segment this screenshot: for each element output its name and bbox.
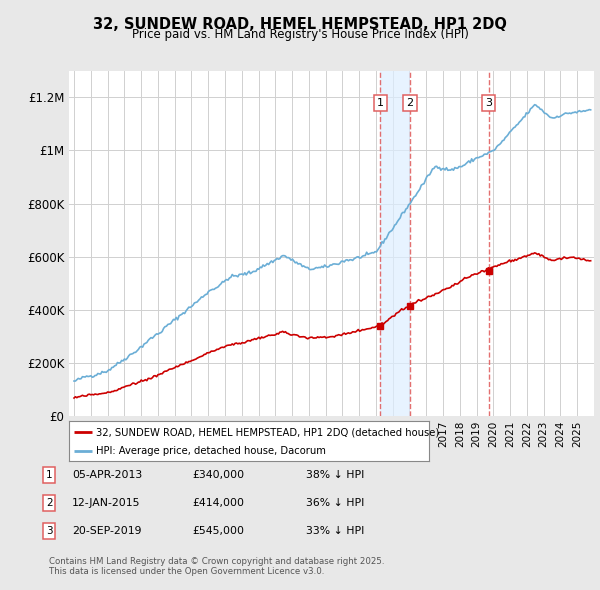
Text: 2: 2	[407, 98, 414, 107]
Text: 38% ↓ HPI: 38% ↓ HPI	[306, 470, 364, 480]
Text: £414,000: £414,000	[192, 498, 244, 507]
Text: £340,000: £340,000	[192, 470, 244, 480]
Text: 2: 2	[46, 498, 53, 507]
Text: 36% ↓ HPI: 36% ↓ HPI	[306, 498, 364, 507]
Text: £545,000: £545,000	[192, 526, 244, 536]
Text: 1: 1	[377, 98, 384, 107]
Text: 32, SUNDEW ROAD, HEMEL HEMPSTEAD, HP1 2DQ (detached house): 32, SUNDEW ROAD, HEMEL HEMPSTEAD, HP1 2D…	[96, 428, 439, 438]
Bar	[380, 71, 410, 416]
Text: Contains HM Land Registry data © Crown copyright and database right 2025.: Contains HM Land Registry data © Crown c…	[49, 558, 385, 566]
Text: 3: 3	[485, 98, 492, 107]
Text: 12-JAN-2015: 12-JAN-2015	[72, 498, 140, 507]
Text: 32, SUNDEW ROAD, HEMEL HEMPSTEAD, HP1 2DQ: 32, SUNDEW ROAD, HEMEL HEMPSTEAD, HP1 2D…	[93, 17, 507, 31]
Text: 05-APR-2013: 05-APR-2013	[72, 470, 142, 480]
Text: 3: 3	[46, 526, 53, 536]
Text: This data is licensed under the Open Government Licence v3.0.: This data is licensed under the Open Gov…	[49, 567, 325, 576]
Text: 33% ↓ HPI: 33% ↓ HPI	[306, 526, 364, 536]
Text: 1: 1	[46, 470, 53, 480]
Text: 20-SEP-2019: 20-SEP-2019	[72, 526, 142, 536]
Text: Price paid vs. HM Land Registry's House Price Index (HPI): Price paid vs. HM Land Registry's House …	[131, 28, 469, 41]
Text: HPI: Average price, detached house, Dacorum: HPI: Average price, detached house, Daco…	[96, 447, 326, 456]
